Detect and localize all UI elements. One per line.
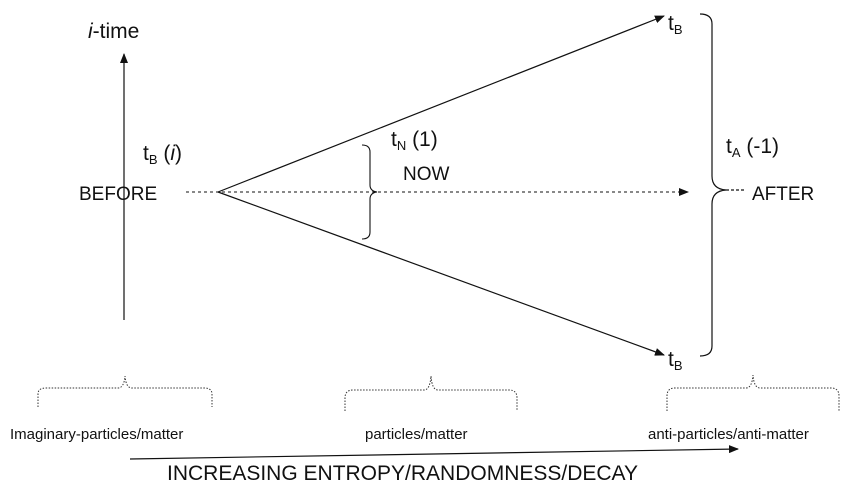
- now-time-label: tN (1): [391, 128, 438, 153]
- entropy-label: INCREASING ENTROPY/RANDOMNESS/DECAY: [167, 462, 638, 485]
- right-category-label: anti-particles/anti-matter: [648, 426, 809, 443]
- now-label: NOW: [403, 164, 450, 185]
- after-label: AFTER: [752, 184, 814, 205]
- middle-category-label: particles/matter: [365, 426, 468, 443]
- entropy-arrow: [129, 445, 739, 460]
- after-time-label: tA (-1): [726, 135, 779, 160]
- now-bracket: [361, 144, 378, 240]
- before-time-label: tB (i): [143, 142, 182, 167]
- before-label: BEFORE: [79, 184, 157, 205]
- upper-diverging-arrow: [217, 15, 665, 193]
- bottom-tb-label: tB: [668, 348, 683, 373]
- i-time-label: i-time: [88, 20, 139, 43]
- left-category-label: Imaginary-particles/matter: [10, 426, 183, 443]
- top-tb-label: tB: [668, 12, 683, 37]
- lower-diverging-arrow: [217, 191, 665, 356]
- middle-category-brace: [344, 375, 518, 411]
- left-category-brace: [37, 375, 213, 407]
- after-brace: [699, 13, 727, 357]
- right-category-brace: [666, 374, 840, 411]
